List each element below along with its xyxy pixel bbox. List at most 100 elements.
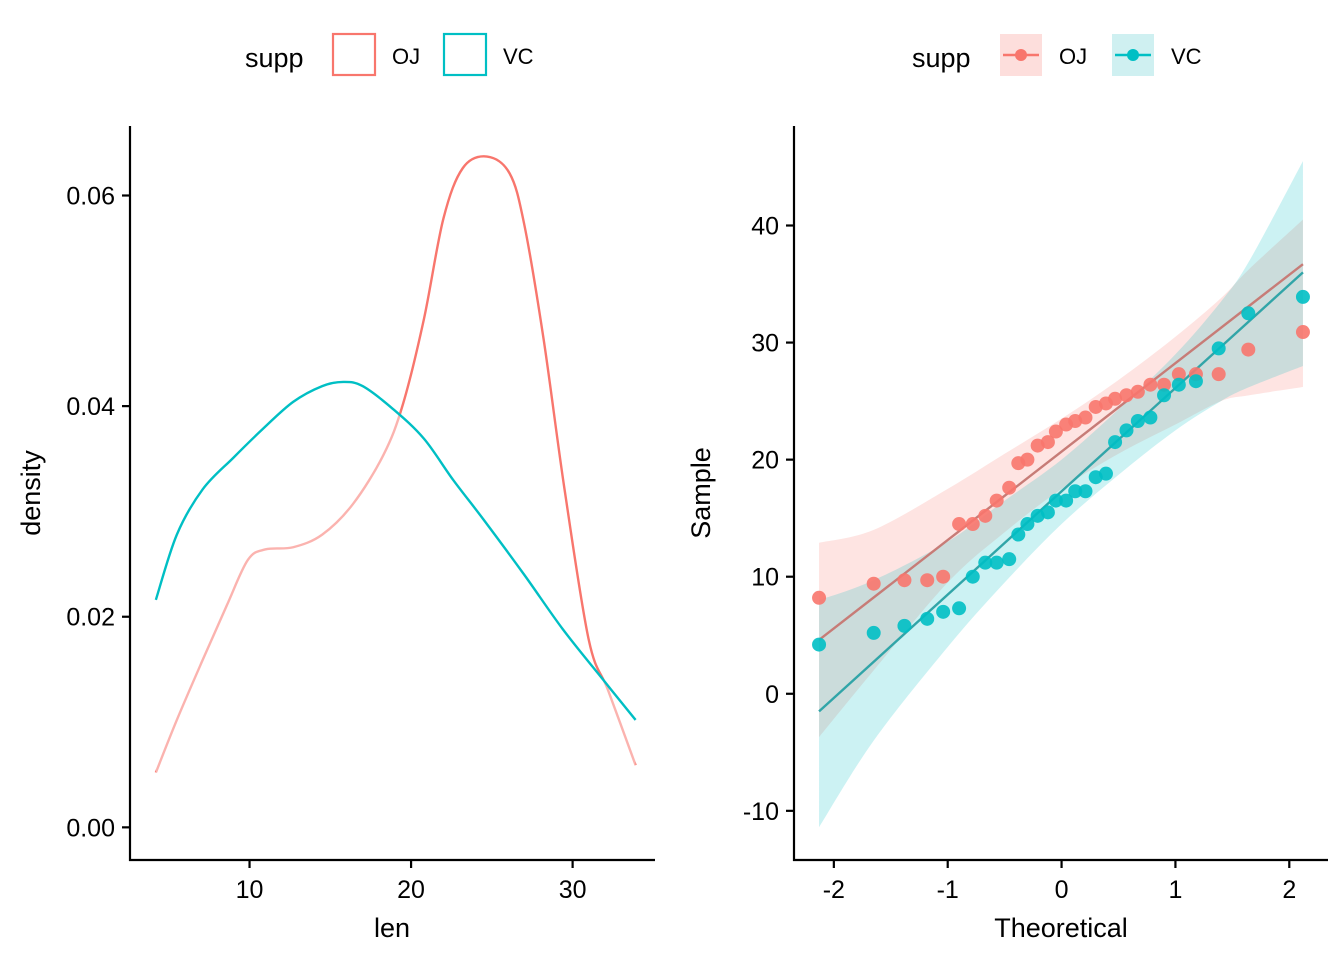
right-legend: supp OJ VC <box>912 34 1202 76</box>
qq-points <box>812 289 1310 652</box>
qq-point-vc <box>1011 527 1026 542</box>
qq-line-vc <box>818 271 1304 713</box>
qq-point-oj <box>1171 367 1186 382</box>
density-marks <box>154 155 637 828</box>
left-y-tick-label: 0.00 <box>66 814 115 842</box>
qq-point-oj <box>952 517 967 532</box>
left-x-tick-label: 10 <box>236 876 264 904</box>
qq-point-oj <box>1143 377 1158 392</box>
qq-point-oj <box>1241 342 1256 357</box>
qq-point-oj <box>1020 452 1035 467</box>
qq-point-vc <box>812 637 827 652</box>
qq-point-vc <box>1108 435 1123 450</box>
right-y-axis-title: Sample <box>686 447 716 539</box>
left-y-tick-label: 0.04 <box>66 393 115 421</box>
qq-point-oj <box>1130 384 1145 399</box>
qq-point-vc <box>1040 505 1055 520</box>
qq-point-vc <box>1068 484 1083 499</box>
qq-point-vc <box>1241 306 1256 321</box>
right-x-tick-label: 0 <box>1055 876 1069 904</box>
qq-point-oj <box>1295 325 1310 340</box>
qq-point-oj <box>1078 410 1093 425</box>
qq-point-vc <box>1211 341 1226 356</box>
qq-point-oj <box>1040 435 1055 450</box>
qq-point-oj <box>936 569 951 584</box>
left-legend-key-oj <box>331 32 377 77</box>
left-legend-title: supp <box>245 43 304 73</box>
qq-point-vc <box>920 611 935 626</box>
qq-point-vc <box>1171 377 1186 392</box>
qq-point-vc <box>1078 484 1093 499</box>
right-legend-key-oj <box>1000 34 1042 76</box>
qq-point-vc <box>1048 493 1063 508</box>
qq-point-vc <box>1119 423 1134 438</box>
left-y-axis-title: density <box>16 450 46 536</box>
left-legend-key-vc <box>442 32 488 77</box>
left-y-tick-label: 0.06 <box>66 183 115 211</box>
right-x-tick-label: 1 <box>1168 876 1182 904</box>
qq-point-vc <box>866 625 881 640</box>
qq-confidence-bands <box>819 161 1303 828</box>
left-legend: supp OJ VC <box>245 32 534 77</box>
qq-band-vc <box>819 161 1303 828</box>
left-legend-label-oj: OJ <box>392 44 420 69</box>
qq-point-vc <box>1059 493 1074 508</box>
qq-point-oj <box>897 573 912 588</box>
right-legend-title: supp <box>912 43 971 73</box>
qq-point-vc <box>897 618 912 633</box>
qq-point-vc <box>1157 388 1172 403</box>
right-legend-label-oj: OJ <box>1059 44 1087 69</box>
right-x-ticks: -2 -1 0 1 2 <box>823 860 1296 904</box>
qq-point-vc <box>1188 374 1203 389</box>
qq-point-vc <box>965 569 980 584</box>
left-x-tick-label: 20 <box>397 876 425 904</box>
right-x-axis-title: Theoretical <box>994 913 1128 943</box>
density-area-vc <box>155 381 636 828</box>
qq-point-vc <box>978 555 993 570</box>
density-line-vc <box>154 380 637 721</box>
right-x-tick-label: -1 <box>937 876 959 904</box>
qq-line-oj <box>818 263 1304 641</box>
density-plot: 0.00 0.02 0.04 0.06 10 20 30 len density <box>16 126 655 943</box>
right-x-tick-label: -2 <box>823 876 845 904</box>
right-legend-key-vc <box>1112 34 1154 76</box>
qq-point-oj <box>1157 377 1172 392</box>
qq-point-oj <box>812 590 827 605</box>
qq-point-vc <box>1143 410 1158 425</box>
right-y-tick-label: 10 <box>751 564 779 592</box>
qq-point-vc <box>1020 517 1035 532</box>
left-y-tick-label: 0.02 <box>66 604 115 632</box>
right-y-tick-label: 20 <box>751 447 779 475</box>
left-y-ticks: 0.00 0.02 0.04 0.06 <box>66 183 130 842</box>
qq-band-oj <box>819 219 1303 738</box>
right-x-tick-label: 2 <box>1282 876 1296 904</box>
right-y-tick-label: 40 <box>751 213 779 241</box>
qq-point-oj <box>1211 367 1226 382</box>
qq-point-vc <box>936 604 951 619</box>
left-x-tick-label: 30 <box>559 876 587 904</box>
qq-point-oj <box>1108 391 1123 406</box>
right-legend-label-vc: VC <box>1171 44 1202 69</box>
right-y-ticks: -10 0 10 20 30 40 <box>743 213 794 826</box>
qq-point-oj <box>1002 480 1017 495</box>
qq-point-vc <box>1098 466 1113 481</box>
qq-point-vc <box>1130 414 1145 429</box>
right-y-tick-label: -10 <box>743 798 779 826</box>
qq-point-vc <box>989 555 1004 570</box>
qq-point-vc <box>1295 289 1310 304</box>
qq-point-vc <box>1002 552 1017 567</box>
qq-point-oj <box>920 573 935 588</box>
left-x-axis-title: len <box>374 913 410 943</box>
qq-point-oj <box>866 576 881 591</box>
density-line-oj <box>154 155 637 774</box>
qq-point-oj <box>989 493 1004 508</box>
qq-point-oj <box>1119 388 1134 403</box>
right-y-tick-label: 0 <box>765 681 779 709</box>
qq-point-oj <box>965 517 980 532</box>
left-legend-label-vc: VC <box>503 44 534 69</box>
right-y-tick-label: 30 <box>751 330 779 358</box>
qq-point-oj <box>1048 424 1063 439</box>
qq-point-oj <box>978 508 993 523</box>
